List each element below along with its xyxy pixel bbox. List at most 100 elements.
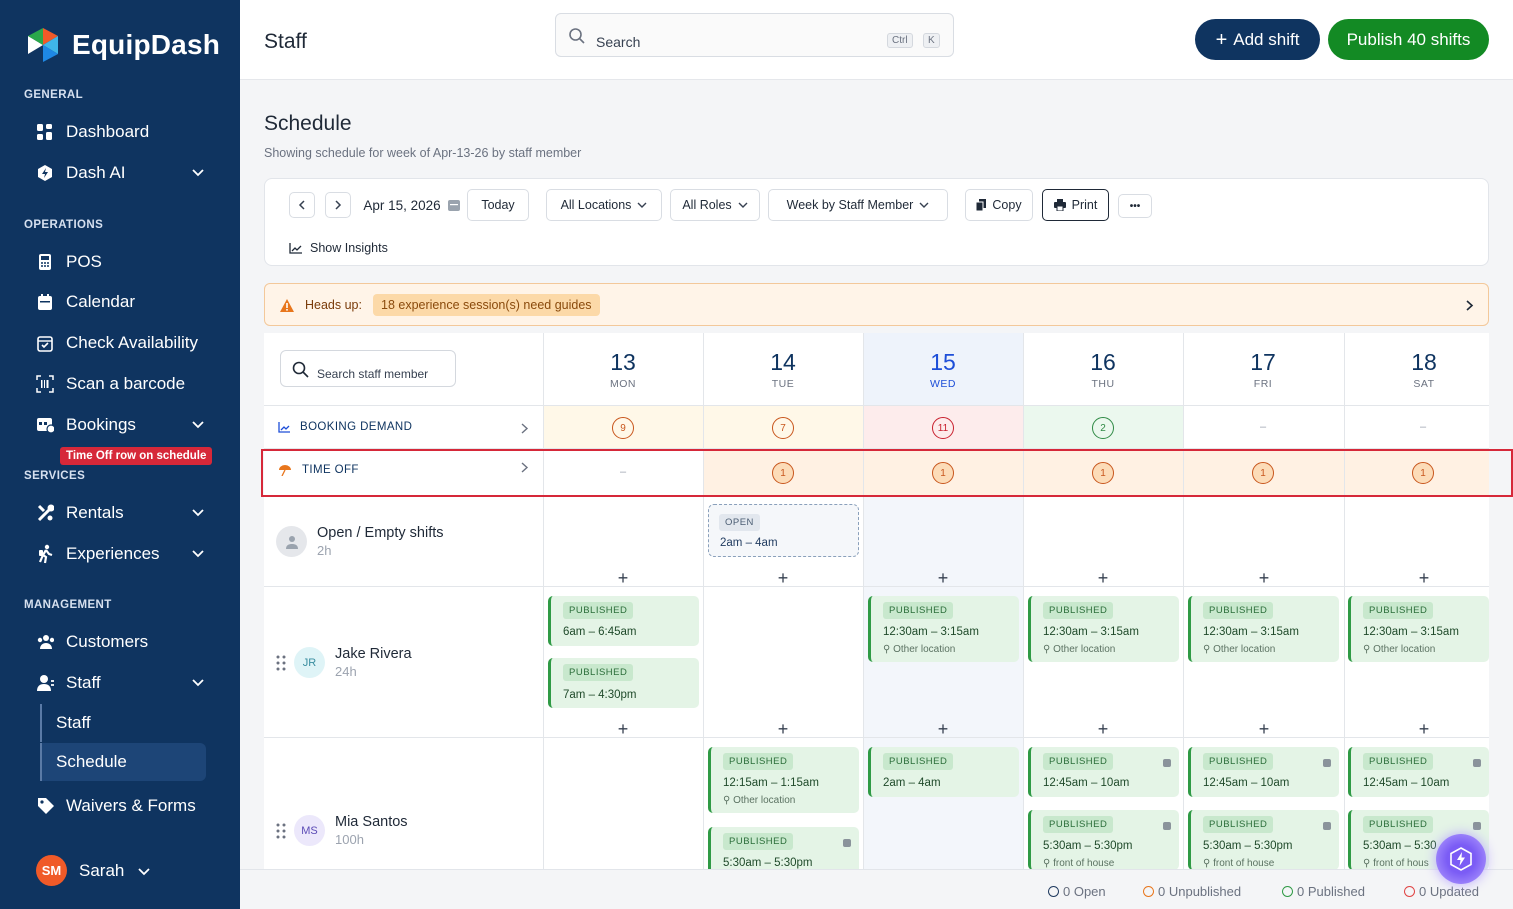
- user-menu[interactable]: SM Sarah: [36, 855, 152, 886]
- add-shift-plus-icon[interactable]: +: [617, 719, 629, 739]
- kbd-ctrl: Ctrl: [887, 33, 913, 48]
- more-button[interactable]: •••: [1118, 194, 1152, 218]
- shift-card[interactable]: PUBLISHED 12:45am – 10am: [1188, 747, 1339, 797]
- time-off-row[interactable]: TIME OFF: [278, 464, 359, 476]
- shift-card[interactable]: PUBLISHED 12:45am – 10am: [1348, 747, 1489, 797]
- booking-demand-row[interactable]: BOOKING DEMAND: [278, 421, 412, 433]
- staff-search-input[interactable]: Search staff member: [280, 350, 456, 387]
- shift-card[interactable]: PUBLISHED 12:15am – 1:15am ⚲ Other locat…: [708, 747, 859, 813]
- shift-card[interactable]: PUBLISHED 5:30am – 5:30pm ⚲ front of hou…: [1028, 810, 1179, 869]
- col-divider: [543, 333, 544, 869]
- chevron-right-icon: [1466, 300, 1474, 311]
- drag-handle-icon[interactable]: [276, 655, 286, 671]
- status-dot-icon: [1404, 886, 1415, 897]
- shift-location-text: Other location: [733, 795, 796, 806]
- locations-select[interactable]: All Locations: [546, 189, 662, 221]
- shift-card[interactable]: PUBLISHED 7am – 4:30pm: [548, 658, 699, 708]
- staff-mia-santos[interactable]: MS Mia Santos 100h: [294, 814, 408, 847]
- roles-select[interactable]: All Roles: [670, 189, 760, 221]
- sidebar-item-rentals[interactable]: Rentals: [36, 496, 216, 530]
- time-off-count-tue[interactable]: 1: [772, 462, 794, 484]
- brand[interactable]: EquipDash: [24, 26, 220, 64]
- row-divider: [264, 448, 1489, 449]
- view-select[interactable]: Week by Staff Member: [768, 189, 948, 221]
- shift-card[interactable]: PUBLISHED 12:45am – 10am: [1028, 747, 1179, 797]
- chart-icon: [289, 242, 302, 254]
- sidebar-item-scan-barcode[interactable]: Scan a barcode: [36, 367, 216, 401]
- next-week-button[interactable]: [325, 192, 351, 218]
- shift-card[interactable]: PUBLISHED 2am – 4am: [868, 747, 1019, 797]
- time-off-count-fri[interactable]: 1: [1252, 462, 1274, 484]
- sidebar-item-check-availability[interactable]: Check Availability: [36, 326, 216, 360]
- chevron-right-icon[interactable]: [521, 462, 529, 473]
- time-off-count-sat[interactable]: 1: [1412, 462, 1434, 484]
- demand-count-mon[interactable]: 9: [612, 417, 634, 439]
- prev-week-button[interactable]: [289, 192, 315, 218]
- row-divider: [264, 586, 1489, 587]
- show-insights-button[interactable]: Show Insights: [289, 241, 388, 255]
- add-shift-plus-icon[interactable]: +: [937, 568, 949, 588]
- staff-name: Mia Santos: [335, 814, 408, 830]
- shift-time: 5:30am – 5:30pm: [1043, 840, 1133, 852]
- hiking-icon: [36, 544, 54, 564]
- date-picker[interactable]: Apr 15, 2026: [359, 189, 465, 221]
- chevron-right-icon[interactable]: [521, 423, 529, 434]
- status-bar: 0 Open 0 Unpublished 0 Published 0 Updat…: [240, 869, 1513, 909]
- add-shift-plus-icon[interactable]: +: [1418, 568, 1430, 588]
- demand-count-thu[interactable]: 2: [1092, 417, 1114, 439]
- note-icon: [1323, 822, 1331, 830]
- section-services: SERVICES: [24, 470, 86, 482]
- sidebar-subitem-staff[interactable]: Staff: [40, 704, 206, 742]
- add-shift-plus-icon[interactable]: +: [1097, 568, 1109, 588]
- view-label: Week by Staff Member: [786, 198, 914, 212]
- open-shift-card[interactable]: OPEN 2am – 4am: [708, 504, 859, 557]
- time-off-count-wed[interactable]: 1: [932, 462, 954, 484]
- add-shift-plus-icon[interactable]: +: [777, 568, 789, 588]
- shift-card[interactable]: PUBLISHED 12:30am – 3:15am ⚲ Other locat…: [868, 596, 1019, 662]
- shift-time: 5:30am – 5:30pm: [723, 857, 813, 869]
- shift-card[interactable]: PUBLISHED 12:30am – 3:15am ⚲ Other locat…: [1188, 596, 1339, 662]
- sidebar-item-customers[interactable]: Customers: [36, 625, 216, 659]
- today-button[interactable]: Today: [467, 189, 529, 221]
- copy-button[interactable]: Copy: [965, 189, 1033, 221]
- add-shift-plus-icon[interactable]: +: [1258, 568, 1270, 588]
- shift-status-badge: PUBLISHED: [723, 833, 794, 850]
- sidebar-item-bookings[interactable]: Bookings: [36, 408, 216, 442]
- add-shift-plus-icon[interactable]: +: [1258, 719, 1270, 739]
- add-shift-plus-icon[interactable]: +: [1418, 719, 1430, 739]
- sidebar-item-experiences[interactable]: Experiences: [36, 537, 216, 571]
- add-shift-plus-icon[interactable]: +: [617, 568, 629, 588]
- shift-card[interactable]: PUBLISHED 6am – 6:45am: [548, 596, 699, 646]
- search-input[interactable]: Search Ctrl K: [555, 13, 954, 57]
- sidebar-subitem-schedule[interactable]: Schedule: [40, 743, 206, 781]
- shift-card[interactable]: PUBLISHED 12:30am – 3:15am ⚲ Other locat…: [1028, 596, 1179, 662]
- sidebar-item-dash-ai[interactable]: Dash AI: [36, 156, 216, 190]
- shift-card[interactable]: PUBLISHED 5:30am – 5:30pm: [708, 827, 859, 869]
- demand-count-tue[interactable]: 7: [772, 417, 794, 439]
- print-button[interactable]: Print: [1042, 189, 1109, 221]
- sidebar-item-staff[interactable]: Staff: [36, 666, 216, 700]
- add-shift-plus-icon[interactable]: +: [777, 719, 789, 739]
- sidebar-item-pos[interactable]: POS: [36, 245, 216, 279]
- publish-shifts-button[interactable]: Publish 40 shifts: [1328, 19, 1489, 60]
- time-off-count-thu[interactable]: 1: [1092, 462, 1114, 484]
- brand-name: EquipDash: [72, 29, 221, 60]
- sidebar-item-dashboard[interactable]: Dashboard: [36, 115, 216, 149]
- staff-jake-rivera[interactable]: JR Jake Rivera 24h: [294, 646, 412, 679]
- drag-handle-icon[interactable]: [276, 823, 286, 839]
- shift-card[interactable]: PUBLISHED 5:30am – 5:30pm ⚲ front of hou…: [1188, 810, 1339, 869]
- demand-count-wed[interactable]: 11: [932, 417, 954, 439]
- day-number: 14: [770, 349, 796, 375]
- section-general: GENERAL: [24, 89, 84, 101]
- ai-assistant-button[interactable]: [1436, 834, 1486, 884]
- sidebar-item-calendar[interactable]: Calendar: [36, 285, 216, 319]
- add-shift-plus-icon[interactable]: +: [937, 719, 949, 739]
- heads-up-alert[interactable]: Heads up: 18 experience session(s) need …: [264, 283, 1489, 326]
- shift-status-badge: OPEN: [719, 514, 760, 531]
- calendar-icon: [36, 293, 54, 311]
- sidebar-item-waivers[interactable]: Waivers & Forms: [36, 789, 216, 823]
- col-divider: [863, 333, 864, 869]
- add-shift-button[interactable]: + Add shift: [1195, 19, 1320, 60]
- add-shift-plus-icon[interactable]: +: [1097, 719, 1109, 739]
- shift-card[interactable]: PUBLISHED 12:30am – 3:15am ⚲ Other locat…: [1348, 596, 1489, 662]
